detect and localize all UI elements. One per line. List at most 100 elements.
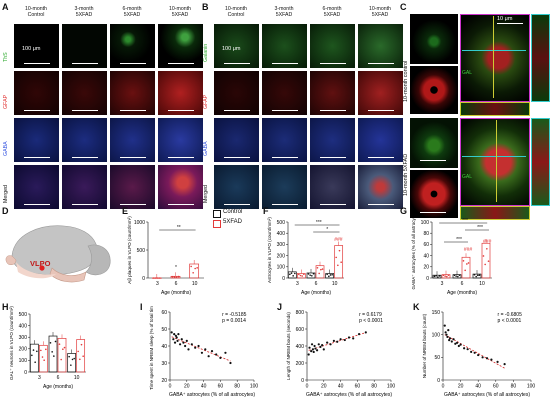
c-fad-merged [460,118,530,206]
x-tick-label: 100 [250,384,259,390]
data-point [443,324,446,327]
data-point [41,356,44,358]
data-point [340,261,342,264]
data-point [339,338,342,341]
panel-c-row2-label: 10-month 5XFAD [403,153,409,196]
bar-control-3 [29,343,39,373]
olfactory-bulb [5,255,17,266]
panel-a-column-title: 10-month 5XFAD [158,6,202,18]
data-point [335,256,337,259]
data-point [40,349,42,352]
regression-line [444,334,505,369]
y-axis-label: GABA⁺ astrocytes (% of all astrocytes) [411,210,416,289]
chart-k-nrem-number: 0 50 100 150 Number of NREM bouts (count) GAB… [422,310,535,398]
data-point [171,275,174,278]
bar-5xfad-6 [170,275,181,279]
legend-fad-label: 5XFAD [223,219,243,225]
data-point [210,350,214,353]
c-fad-ortho-side [531,118,550,206]
data-point [478,274,481,276]
correlation-r: r = -0.6805 [498,312,523,318]
c-fad-red [410,170,458,218]
panel-b-scale-text: 100 μm [222,46,241,52]
panel-a-image-tile [110,24,155,68]
data-point [445,333,448,336]
data-point [79,358,81,361]
data-point [331,273,333,276]
panel-b-scale-bar [224,63,250,64]
data-point [470,350,473,353]
panel-b-column-title-line2: Control [227,12,245,18]
panel-b-scale-bar [272,204,298,205]
chart-g-gaba-astrocytes: 0 20 40 60 80 100 GABA⁺ astrocytes (% of all a… [411,210,492,296]
data-point [170,331,173,334]
data-point [58,343,61,345]
y-axis-label: Aβ plaques in VLPO (count/mm²) [127,216,132,284]
data-point [177,333,180,336]
y-tick-label: 200 [277,253,286,259]
x-tick-label: 20 [321,384,327,390]
data-point [292,275,294,277]
c-control-merged [460,14,530,102]
panel-a-image-tile [14,118,59,162]
data-point [322,348,325,351]
x-axis-label: Age (months) [447,290,477,296]
data-point [190,343,193,346]
data-point [73,357,75,360]
data-point [446,335,449,339]
data-point [175,336,178,339]
legend-control-label: Control [223,209,243,215]
y-axis-label: Astrocytes in VLPO (count/mm²) [267,217,272,283]
x-tick-label: 10 [332,281,338,287]
x-tick-label: 6 [461,281,464,287]
panel-b-scale-bar [368,204,394,205]
panel-b-image-tile [310,118,355,162]
data-point [313,344,316,348]
data-point [328,275,330,278]
panel-a-scale-bar [24,157,50,158]
x-tick-label: 3 [296,281,299,287]
panel-b-scale-bar [272,110,298,111]
panel-a-image-tile [14,165,59,209]
data-point [196,267,198,269]
data-point [299,274,302,277]
y-tick-label: 20 [161,378,167,384]
x-tick-label: 10 [74,375,80,381]
data-point [487,260,490,262]
panel-label-f: F [263,206,269,216]
data-point [485,357,489,360]
panel-a-column-title-line2: 5XFAD [171,12,189,18]
panel-a-image-tile [110,118,155,162]
panel-c-row1-label: 10-month control [403,60,409,102]
panel-a-scale-bar [168,157,194,158]
data-point [444,275,446,277]
panel-a-image-tile [14,71,59,115]
significance-marker: ### [464,247,473,253]
panel-label-k: K [413,302,420,312]
correlation-p: p < 0.0001 [359,318,383,324]
legend-fad-swatch [213,220,221,228]
data-point [184,344,187,348]
y-tick-label: 0 [301,378,304,384]
bar-control-3 [432,274,442,279]
y-tick-label: 0 [282,276,285,282]
y-axis-label: GAL⁺ neurons in VLPO (count/mm²) [9,306,14,380]
data-point [32,349,35,351]
significance-marker: ### [483,239,492,245]
panel-b-scale-bar [272,157,298,158]
data-point [347,336,351,339]
data-point [452,338,455,341]
data-point [329,274,332,276]
panel-b-row-label: GABA [203,141,209,156]
panel-label-g: G [400,206,408,216]
data-point [455,341,459,344]
panel-a-image-tile [110,165,155,209]
data-point [490,358,493,361]
panel-b-column-title-line1: 10-month [369,6,391,12]
panel-a-scale-bar [72,110,98,111]
panel-b-image-tile [358,24,403,68]
panel-b-column-title-line1: 10-month [225,6,247,12]
correlation-r: r = -0.5185 [222,312,247,318]
data-point [182,341,185,344]
data-point [448,337,452,340]
